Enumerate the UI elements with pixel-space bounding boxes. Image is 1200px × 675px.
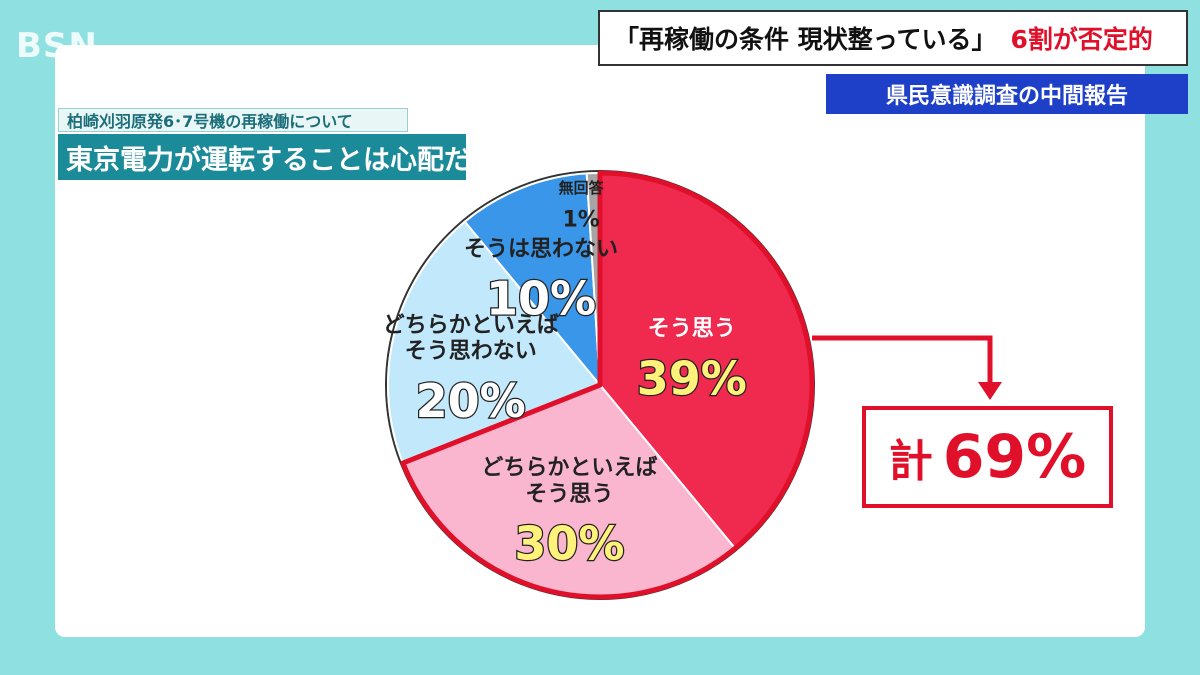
slice-label-2: そう思わない [405,339,537,364]
question-title: 東京電力が運転することは心配だ [58,134,471,180]
total-box: 計 69% [862,406,1113,508]
headline-main: 「再稼働の条件 現状整っている」 [614,25,997,54]
highlight-outline [400,170,815,600]
slice-label-0: そう思う [648,317,736,342]
total-value: 69% [942,422,1087,492]
subheadline-banner: 県民意識調査の中間報告 [826,74,1188,114]
headline-banner: 「再稼働の条件 現状整っている」 6割が否定的 [598,10,1188,66]
slice-value-3: 10% [486,272,596,326]
slice-label-1: そう思う [525,482,613,507]
total-label: 計 [888,436,933,487]
slice-value-0: 39% [637,351,747,405]
slice-value-1: 30% [514,517,624,571]
pie-slice-2 [387,220,602,465]
connector-line [812,335,993,392]
slice-value-4: 1% [562,208,599,233]
slice-label-4: 無回答 [559,179,605,197]
headline-accent: 6割が否定的 [1010,25,1153,54]
connector-arrow-icon [978,382,1002,400]
slice-label-1: どちらかといえば [481,456,657,481]
slice-label-3: そうは思わない [464,237,618,262]
slice-value-2: 20% [416,374,526,428]
broadcaster-logo: BSN [16,26,98,66]
question-label: 柏崎刈羽原発6･7号機の再稼働について [58,108,408,132]
pie-slice-3 [463,172,602,389]
slice-label-2: どちらかといえば [383,313,559,338]
